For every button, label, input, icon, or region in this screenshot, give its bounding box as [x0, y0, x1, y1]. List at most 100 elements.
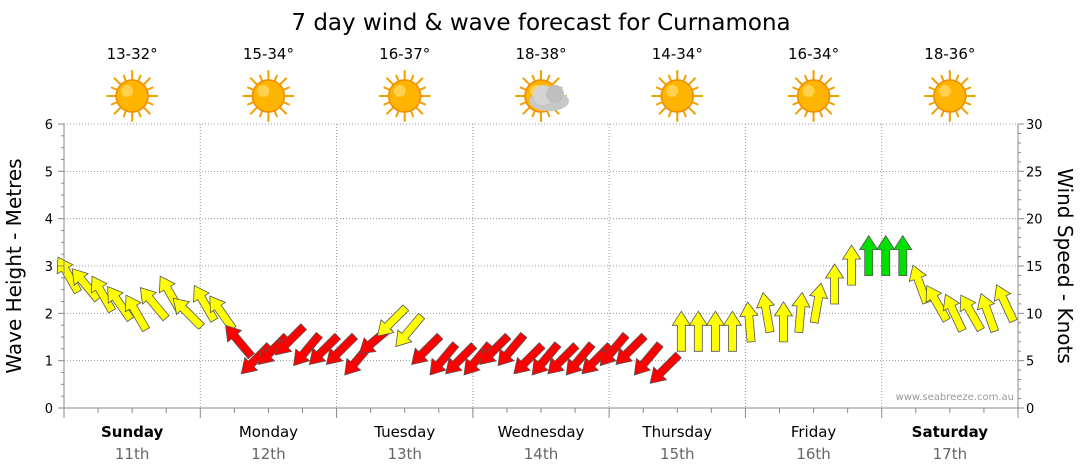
- wind-arrow: [139, 287, 170, 322]
- wind-arrow: [274, 323, 308, 356]
- sun-ray: [146, 101, 154, 106]
- left-tick-label: 6: [45, 118, 53, 133]
- sun-ray: [122, 74, 127, 82]
- wind-arrow: [581, 342, 614, 375]
- wind-arrow: [773, 301, 794, 343]
- wind-arrow: [633, 341, 664, 376]
- sun-ray: [688, 107, 696, 115]
- sun-highlight: [257, 85, 270, 97]
- sun-ray: [386, 107, 394, 115]
- cloud-part: [546, 85, 564, 103]
- sun-ray: [819, 110, 823, 118]
- sun-ray: [383, 101, 391, 106]
- sun-highlight: [938, 85, 951, 97]
- sun-ray: [419, 86, 427, 91]
- sun-disc: [933, 79, 967, 113]
- wind-arrow: [124, 294, 151, 333]
- wind-arrow: [308, 332, 342, 365]
- wind-arrow: [395, 312, 426, 348]
- sun-ray: [794, 77, 803, 85]
- sun-ray: [113, 107, 122, 115]
- wind-arrow: [824, 263, 845, 305]
- sun-ray: [828, 86, 835, 91]
- sun-ray: [122, 110, 127, 118]
- wind-arrow: [90, 275, 117, 314]
- wind-arrow: [599, 331, 630, 367]
- day-temps: 15-34°: [243, 45, 294, 63]
- sun-ray: [792, 86, 799, 91]
- cloud-icon: [529, 85, 569, 111]
- sun-ray: [395, 110, 400, 118]
- sun-ray: [960, 77, 969, 85]
- wind-arrows: [56, 234, 1018, 384]
- sun-ray: [146, 86, 154, 91]
- wind-arrow: [722, 310, 743, 352]
- right-tick-label: 5: [1026, 355, 1034, 370]
- sun-ray: [143, 107, 151, 115]
- sun-ray: [804, 110, 809, 118]
- sun-ray: [273, 110, 278, 118]
- sun-ray: [415, 107, 424, 115]
- sun-ray: [410, 110, 415, 118]
- sun-ray: [928, 101, 936, 106]
- sun-icon: [242, 70, 295, 122]
- wind-arrow: [193, 284, 219, 323]
- sun-ray: [386, 77, 394, 85]
- left-axis-label: Wave Height - Metres: [2, 158, 26, 373]
- day-date: 11th: [115, 445, 149, 463]
- left-tick-label: 4: [45, 213, 53, 228]
- sun-disc: [796, 79, 831, 113]
- wind-arrow: [841, 244, 862, 286]
- sun-ray: [395, 74, 400, 82]
- sun-ray: [410, 74, 415, 82]
- wind-arrow: [925, 284, 951, 323]
- sun-ray: [691, 86, 699, 91]
- sun-ray: [279, 107, 288, 115]
- day-name: Tuesday: [373, 423, 435, 441]
- wind-arrow: [565, 341, 596, 376]
- left-tick-label: 3: [45, 260, 53, 275]
- sun-ray: [667, 110, 672, 118]
- sun-highlight: [121, 85, 134, 97]
- day-temps: 16-34°: [788, 45, 839, 63]
- wind-arrow: [993, 284, 1018, 324]
- sun-ray: [655, 86, 663, 91]
- sun-ray: [824, 77, 833, 85]
- sun-ray: [931, 107, 939, 115]
- sun-disc: [387, 79, 422, 113]
- wind-arrow: [411, 332, 444, 365]
- sun-disc: [115, 79, 149, 113]
- right-tick-label: 0: [1026, 402, 1034, 417]
- left-tick-label: 2: [45, 307, 53, 322]
- wind-arrow: [429, 341, 460, 376]
- sun-ray: [964, 86, 972, 91]
- sun-ray: [110, 101, 118, 106]
- wind-arrow: [893, 234, 913, 277]
- sun-ray: [928, 86, 936, 91]
- sun-icon: [651, 70, 704, 122]
- sun-ray: [283, 86, 290, 91]
- wind-arrow: [497, 331, 528, 367]
- axes: 0 1 2 3 4 5 6 0 5 10 15 20 25 30: [45, 118, 1043, 418]
- day-date: 12th: [251, 445, 285, 463]
- sun-disc: [660, 79, 695, 113]
- wind-arrow: [942, 293, 967, 333]
- right-axis-label: Wind Speed - Knots: [1053, 168, 1077, 364]
- wind-arrow: [225, 324, 255, 360]
- sun-ray: [658, 77, 667, 85]
- sun-highlight: [393, 85, 406, 97]
- sun-ray: [940, 74, 945, 82]
- sun-ray: [279, 77, 288, 85]
- watermark: www.seabreeze.com.au: [896, 392, 1014, 403]
- sun-disc: [251, 79, 286, 113]
- sun-icon: [923, 70, 976, 122]
- sun-ray: [828, 101, 835, 106]
- sun-ray: [113, 77, 122, 85]
- sun-ray: [667, 74, 672, 82]
- sun-ray: [819, 74, 823, 82]
- day-name: Monday: [239, 423, 298, 441]
- right-tick-label: 25: [1026, 165, 1043, 180]
- sun-ray: [804, 74, 809, 82]
- sun-ray: [143, 77, 151, 85]
